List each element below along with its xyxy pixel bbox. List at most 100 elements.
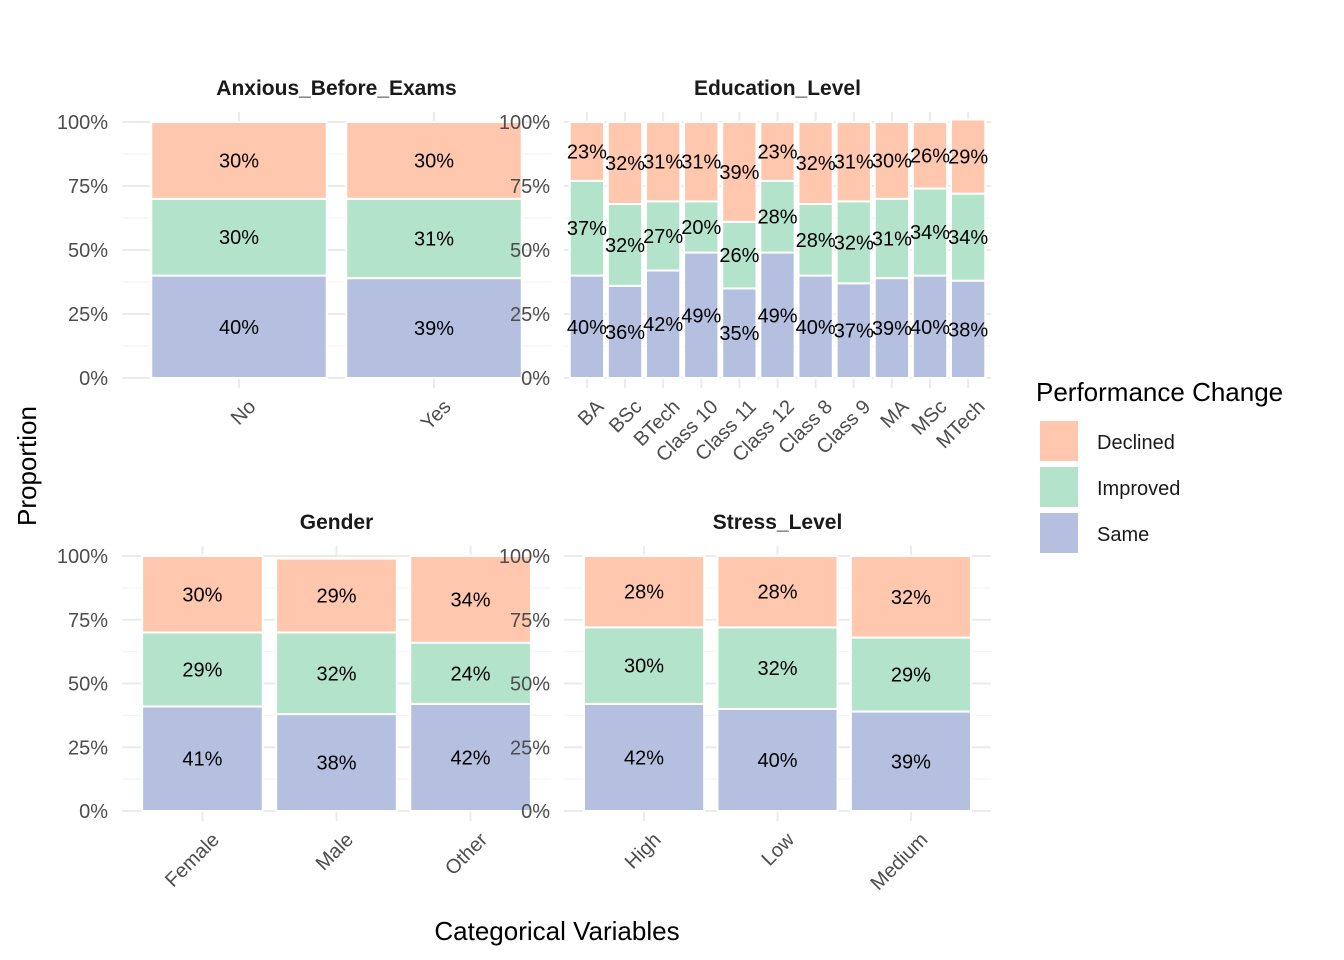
panel-title: Gender bbox=[300, 511, 374, 534]
bar-label-class-9-declined: 31% bbox=[834, 152, 874, 174]
bar-label-other-improved: 24% bbox=[451, 663, 491, 685]
panels-layer: Anxious_Before_Exams 0% 25% 50% 75% 100% 40% 30… bbox=[57, 77, 991, 895]
y-tick-label: 100% bbox=[499, 546, 550, 568]
bar-yes-improved bbox=[345, 197, 523, 280]
y-tick-label: 75% bbox=[68, 610, 108, 632]
panel-anxious-before-exams: Anxious_Before_Exams 0% 25% 50% 75% 100% 40% 30… bbox=[57, 77, 551, 435]
bar-label-other-declined: 34% bbox=[451, 589, 491, 611]
bar-class-10-declined bbox=[683, 121, 720, 203]
bar-label-class-10-declined: 31% bbox=[681, 152, 721, 174]
legend-title: Performance Change bbox=[1036, 377, 1283, 407]
bar-class-9-declined bbox=[835, 121, 872, 203]
bar-label-class-10-same: 49% bbox=[681, 305, 721, 327]
bar-no-same bbox=[150, 274, 328, 380]
panel-title: Education_Level bbox=[694, 77, 861, 100]
y-tick-label: 75% bbox=[68, 176, 108, 198]
bar-class-8-declined bbox=[797, 121, 834, 205]
bar-label-medium-improved: 29% bbox=[891, 665, 931, 687]
bar-label-class-12-same: 49% bbox=[757, 305, 797, 327]
bar-label-class-9-same: 37% bbox=[834, 321, 874, 343]
y-tick-label: 50% bbox=[68, 674, 108, 696]
bar-label-high-improved: 30% bbox=[624, 656, 664, 678]
bar-female-declined bbox=[141, 555, 264, 634]
y-tick-label: 0% bbox=[521, 801, 550, 823]
y-tick-label: 0% bbox=[79, 801, 108, 823]
y-tick-label: 100% bbox=[57, 546, 108, 568]
bar-high-same bbox=[583, 702, 706, 813]
legend-key-improved bbox=[1040, 467, 1078, 507]
bar-yes-declined bbox=[345, 121, 523, 200]
bar-class-11-same bbox=[721, 287, 758, 379]
bar-other-improved bbox=[409, 641, 532, 705]
bar-label-ba-declined: 23% bbox=[567, 141, 607, 163]
bar-label-class-11-same: 35% bbox=[719, 323, 759, 345]
bar-label-msc-declined: 26% bbox=[910, 145, 950, 167]
bar-other-declined bbox=[409, 555, 532, 644]
bar-female-same bbox=[141, 705, 264, 813]
y-tick-label: 75% bbox=[510, 610, 550, 632]
bar-ba-same bbox=[568, 274, 606, 380]
bar-label-no-declined: 30% bbox=[219, 150, 259, 172]
x-tick-label: Medium bbox=[867, 829, 933, 895]
bar-label-btech-improved: 27% bbox=[643, 226, 683, 248]
bar-label-class-8-improved: 28% bbox=[796, 230, 836, 252]
y-tick-label: 100% bbox=[499, 112, 550, 134]
bar-label-yes-improved: 31% bbox=[414, 228, 454, 250]
bar-label-bsc-declined: 32% bbox=[605, 153, 645, 175]
bar-label-class-8-declined: 32% bbox=[796, 153, 836, 175]
bar-mtech-declined bbox=[949, 118, 987, 195]
panel-stress-level: Stress_Level 0% 25% 50% 75% 100% 42% 30% 28% 40% 3… bbox=[499, 511, 991, 895]
legend-key-declined bbox=[1040, 421, 1078, 461]
y-tick-label: 50% bbox=[510, 240, 550, 262]
bar-medium-same bbox=[849, 710, 972, 812]
bar-label-low-improved: 32% bbox=[757, 658, 797, 680]
bar-ba-improved bbox=[568, 179, 606, 277]
bar-label-bsc-same: 36% bbox=[605, 322, 645, 344]
legend-key-same bbox=[1040, 513, 1078, 553]
bar-female-improved bbox=[141, 631, 264, 708]
bar-ma-declined bbox=[873, 121, 911, 200]
bar-bsc-declined bbox=[606, 121, 644, 205]
bar-btech-improved bbox=[644, 200, 682, 272]
y-tick-label: 50% bbox=[68, 240, 108, 262]
bar-class-10-same bbox=[683, 251, 720, 379]
x-tick-label: Male bbox=[312, 829, 358, 875]
bar-class-9-improved bbox=[835, 200, 872, 285]
bar-label-low-same: 40% bbox=[757, 750, 797, 772]
bar-label-male-declined: 29% bbox=[316, 586, 356, 608]
bar-label-ba-improved: 37% bbox=[567, 218, 607, 240]
bar-label-female-improved: 29% bbox=[182, 659, 222, 681]
bar-label-class-12-improved: 28% bbox=[757, 207, 797, 229]
bar-label-class-9-improved: 32% bbox=[834, 232, 874, 254]
bar-label-msc-improved: 34% bbox=[910, 222, 950, 244]
bar-label-ma-declined: 30% bbox=[872, 150, 912, 172]
y-tick-label: 0% bbox=[79, 368, 108, 390]
y-tick-label: 25% bbox=[510, 737, 550, 759]
x-tick-label: No bbox=[227, 396, 261, 430]
bar-btech-same bbox=[644, 269, 682, 380]
bar-other-same bbox=[409, 702, 532, 813]
bar-label-btech-declined: 31% bbox=[643, 152, 683, 174]
legend: Performance Change Declined Improved Same bbox=[1036, 377, 1283, 553]
x-tick-label: MA bbox=[877, 395, 914, 432]
bar-btech-declined bbox=[644, 121, 682, 203]
panel-education-level: Education_Level0%25%50%75%100%40%37%23%3… bbox=[499, 77, 991, 466]
bar-msc-declined bbox=[911, 121, 949, 190]
y-tick-label: 25% bbox=[68, 737, 108, 759]
bar-label-class-10-improved: 20% bbox=[681, 217, 721, 239]
y-tick-label: 100% bbox=[57, 112, 108, 134]
x-tick-label: High bbox=[621, 829, 666, 874]
bar-label-male-same: 38% bbox=[316, 753, 356, 775]
x-tick-label: BA bbox=[574, 395, 609, 430]
y-tick-label: 25% bbox=[510, 304, 550, 326]
x-tick-label: Yes bbox=[417, 396, 456, 435]
bar-label-msc-same: 40% bbox=[910, 317, 950, 339]
bar-label-no-same: 40% bbox=[219, 317, 259, 339]
bar-male-declined bbox=[275, 557, 398, 634]
bar-label-mtech-same: 38% bbox=[948, 319, 988, 341]
bar-label-bsc-improved: 32% bbox=[605, 235, 645, 257]
bar-yes-same bbox=[345, 277, 523, 379]
bar-high-declined bbox=[583, 555, 706, 629]
legend-label-same: Same bbox=[1097, 524, 1149, 546]
bar-no-improved bbox=[150, 197, 328, 277]
